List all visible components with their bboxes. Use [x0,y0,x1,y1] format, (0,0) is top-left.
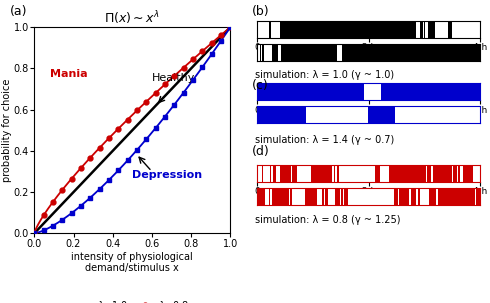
Bar [281,44,337,61]
Text: Healthy: Healthy [152,73,196,83]
Bar [293,165,294,182]
Bar [281,165,288,182]
Bar [342,44,480,61]
Bar [459,165,460,182]
Bar [295,165,296,182]
Bar [288,165,289,182]
Text: (d): (d) [252,145,270,158]
Bar [453,165,457,182]
Bar [412,188,416,205]
Bar [325,188,327,205]
Bar [341,188,342,205]
Bar [435,188,436,205]
Bar [272,188,290,205]
Bar [322,188,324,205]
Legend: $\lambda$=1.0, $\lambda$=1.4, $\lambda$=0.8: $\lambda$=1.0, $\lambda$=1.4, $\lambda$=… [72,295,193,303]
Bar [262,188,265,205]
Bar [399,188,400,205]
Bar [403,188,409,205]
Bar [428,21,435,38]
Bar [418,188,420,205]
Bar [290,188,291,205]
Bar [272,44,278,61]
Bar [422,165,426,182]
Bar [257,83,364,100]
Bar [268,188,269,205]
Bar [269,21,271,38]
Bar [400,188,403,205]
Bar [272,165,276,182]
Text: Depression: Depression [132,170,202,180]
Bar [335,188,341,205]
Text: (b): (b) [252,5,270,18]
Bar [280,21,416,38]
Text: Mania: Mania [50,69,88,79]
Bar [270,165,271,182]
Text: simulation: λ = 1.4 (γ ~ 0.7): simulation: λ = 1.4 (γ ~ 0.7) [255,135,394,145]
Bar [344,188,348,205]
Text: simulation: λ = 1.0 (γ ~ 1.0): simulation: λ = 1.0 (γ ~ 1.0) [255,70,394,80]
Bar [394,188,398,205]
Bar [433,165,452,182]
Bar [262,44,264,61]
Bar [257,106,306,123]
Bar [389,165,421,182]
Bar [475,188,480,205]
Bar [290,165,291,182]
Bar [269,188,270,205]
Bar [424,21,425,38]
Text: simulation: λ = 0.8 (γ ~ 1.25): simulation: λ = 0.8 (γ ~ 1.25) [255,215,400,225]
Y-axis label: probability for choice: probability for choice [2,78,12,182]
Bar [368,106,395,123]
Bar [464,165,473,182]
Bar [448,21,450,38]
Bar [438,188,475,205]
X-axis label: intensity of physiological
demand/stimulus x: intensity of physiological demand/stimul… [72,252,193,273]
Bar [294,165,295,182]
Bar [374,165,380,182]
Bar [329,165,332,182]
Text: (a): (a) [10,5,27,18]
Bar [260,44,262,61]
Bar [257,188,262,205]
Text: (c): (c) [252,79,269,92]
Bar [450,21,452,38]
Title: $\Pi(x){\sim}x^\lambda$: $\Pi(x){\sim}x^\lambda$ [104,9,160,26]
Bar [420,21,423,38]
Bar [280,165,281,182]
Bar [337,165,339,182]
Bar [381,83,480,100]
Bar [312,165,329,182]
Bar [429,188,435,205]
Bar [327,188,328,205]
Bar [257,44,258,61]
Bar [427,165,431,182]
Bar [305,188,318,205]
